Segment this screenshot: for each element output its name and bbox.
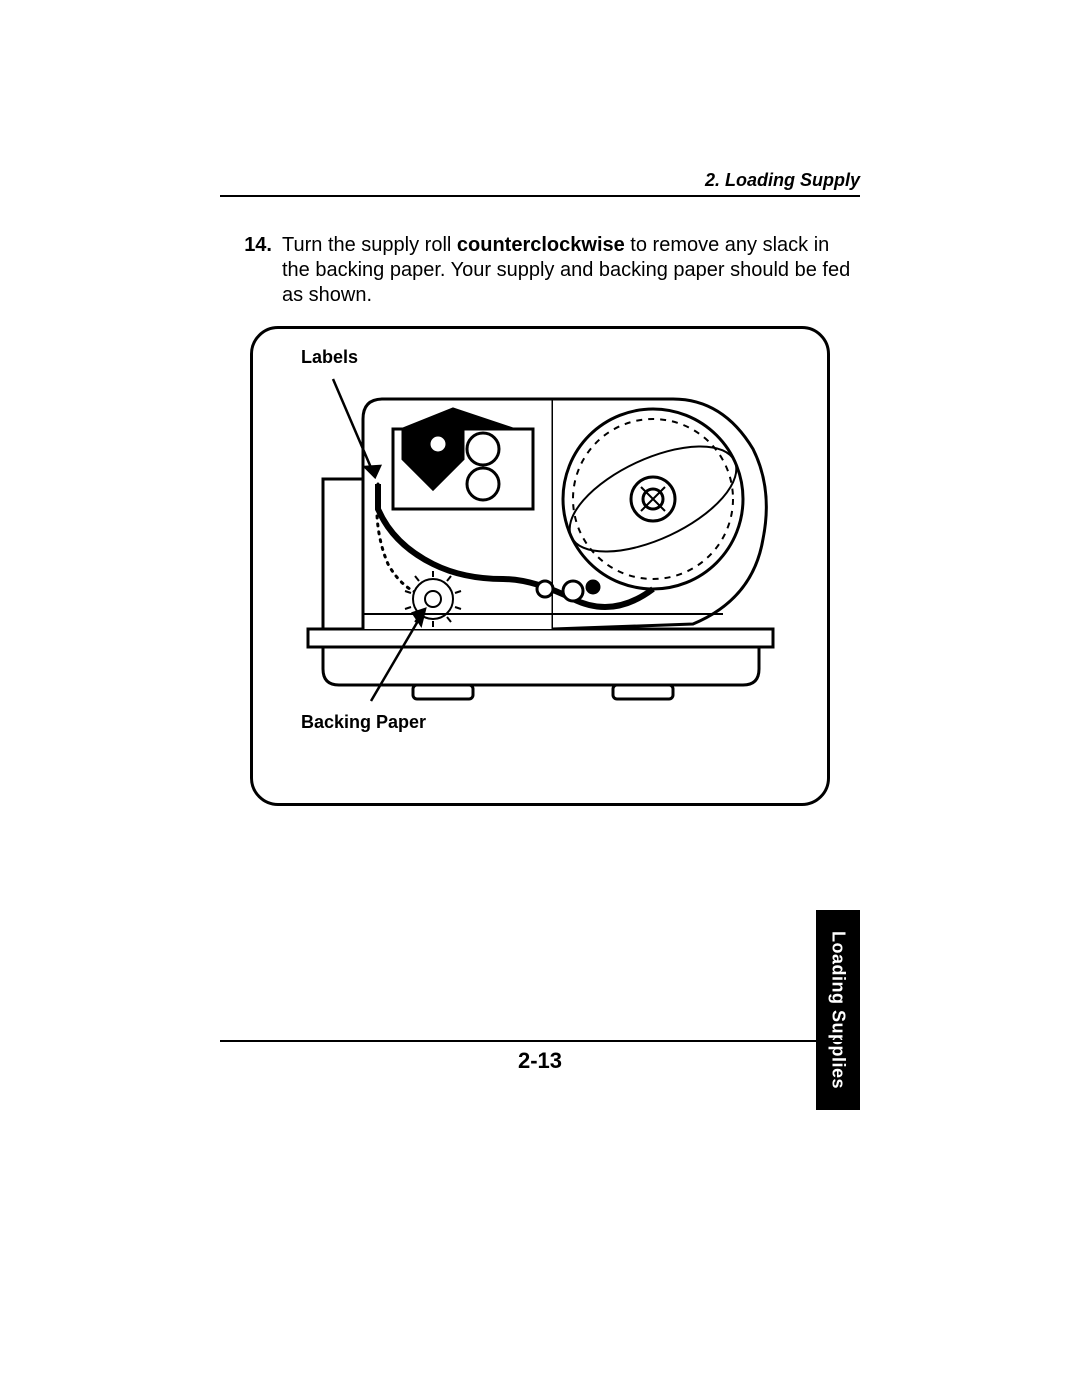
instruction-step: 14. Turn the supply roll counterclockwis… (220, 233, 860, 308)
section-tab: Loading Supplies (816, 910, 860, 1110)
header-section-title: 2. Loading Supply (705, 170, 860, 190)
page-content: 2. Loading Supply 14. Turn the supply ro… (220, 170, 860, 806)
figure: Labels (250, 326, 830, 806)
step-text-pre: Turn the supply roll (282, 234, 457, 256)
running-header: 2. Loading Supply (220, 170, 860, 197)
page-number: 2-13 (518, 1048, 562, 1073)
step-number: 14. (220, 233, 282, 308)
figure-label-backing-paper: Backing Paper (301, 712, 426, 733)
page-footer: 2-13 (220, 1040, 860, 1074)
step-text-bold: counterclockwise (457, 234, 625, 256)
step-text: Turn the supply roll counterclockwise to… (282, 233, 860, 308)
